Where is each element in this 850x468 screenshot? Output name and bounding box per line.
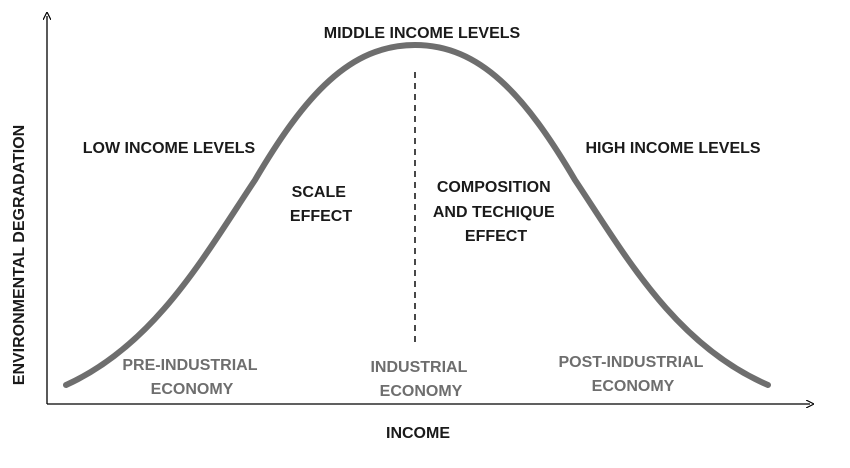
post-industrial-line: ECONOMY xyxy=(592,378,675,395)
scale-effect-line: SCALE xyxy=(292,184,347,201)
industrial-line: INDUSTRIAL xyxy=(370,359,467,376)
scale-effect-label: SCALE EFFECT xyxy=(290,184,352,225)
high-income-label: HIGH INCOME LEVELS xyxy=(585,140,760,157)
composition-effect-line: AND TECHIQUE xyxy=(433,204,555,221)
industrial-label: INDUSTRIAL ECONOMY xyxy=(370,359,471,400)
composition-effect-label: COMPOSITION AND TECHIQUE EFFECT xyxy=(433,179,559,245)
scale-effect-line: EFFECT xyxy=(290,208,352,225)
composition-effect-line: EFFECT xyxy=(465,228,527,245)
x-axis-title: INCOME xyxy=(386,425,450,442)
inverted-u-curve xyxy=(63,41,771,388)
post-industrial-line: POST-INDUSTRIAL xyxy=(558,354,703,371)
low-income-label: LOW INCOME LEVELS xyxy=(83,140,256,157)
post-industrial-label: POST-INDUSTRIAL ECONOMY xyxy=(558,354,707,395)
pre-industrial-line: PRE-INDUSTRIAL xyxy=(122,357,257,374)
pre-industrial-line: ECONOMY xyxy=(151,381,234,398)
industrial-line: ECONOMY xyxy=(380,383,463,400)
middle-income-label: MIDDLE INCOME LEVELS xyxy=(324,25,521,42)
y-axis-title: ENVIRONMENTAL DEGRADATION xyxy=(11,125,28,385)
pre-industrial-label: PRE-INDUSTRIAL ECONOMY xyxy=(122,357,261,398)
composition-effect-line: COMPOSITION xyxy=(437,179,551,196)
